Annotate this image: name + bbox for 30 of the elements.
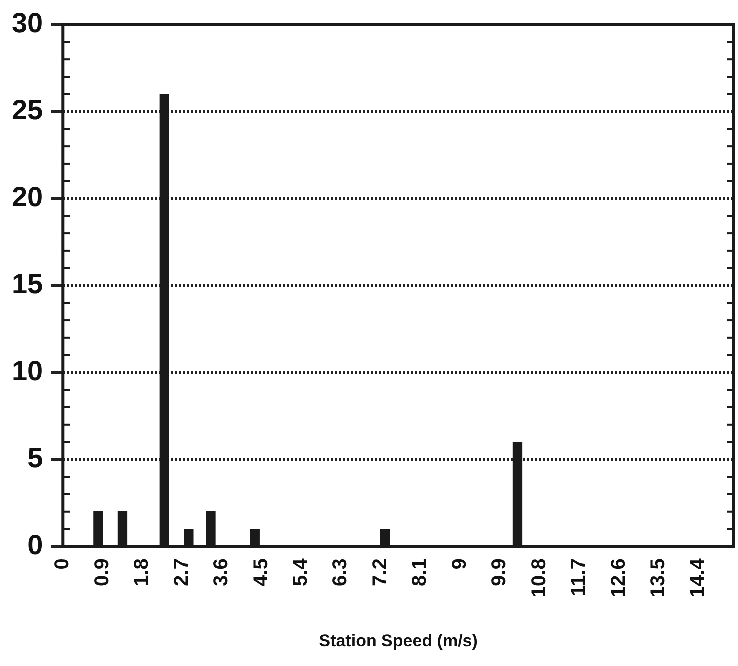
x-tick-label: 0 [52,558,74,570]
x-tick-label: 0.9 [91,558,114,586]
x-tick-label: 2.7 [170,558,193,586]
y-tick-label: 20 [12,181,44,212]
x-tick-label: 7.2 [369,558,392,586]
y-tick-label: 30 [12,8,44,39]
bar [184,528,194,546]
x-tick-label: 6.3 [330,558,352,586]
x-axis-title: Station Speed (m/s) [319,631,478,650]
x-tick-label: 9 [448,558,471,570]
x-tick-label: 1.8 [131,558,154,586]
x-tick-label: 11.7 [568,558,590,596]
bar [206,512,216,546]
y-tick-label: 15 [12,268,44,300]
x-tick-label: 9.9 [488,558,511,586]
x-tick-label: 14.4 [687,558,710,598]
y-tick-label: 5 [28,442,44,474]
bar [118,512,128,546]
x-tick-label: 13.5 [647,558,670,598]
x-tick-label: 4.5 [250,558,272,586]
x-tick-label: 3.6 [210,558,233,586]
bar [380,528,390,546]
x-tick-label: 8.1 [409,558,432,586]
y-tick-label: 10 [12,355,44,386]
bar [250,528,260,546]
x-tick-label: 10.8 [528,558,550,598]
bar [94,512,104,546]
x-tick-label: 5.4 [290,558,312,586]
x-tick-label: 12.6 [608,558,630,598]
y-tick-label: 25 [12,94,44,126]
